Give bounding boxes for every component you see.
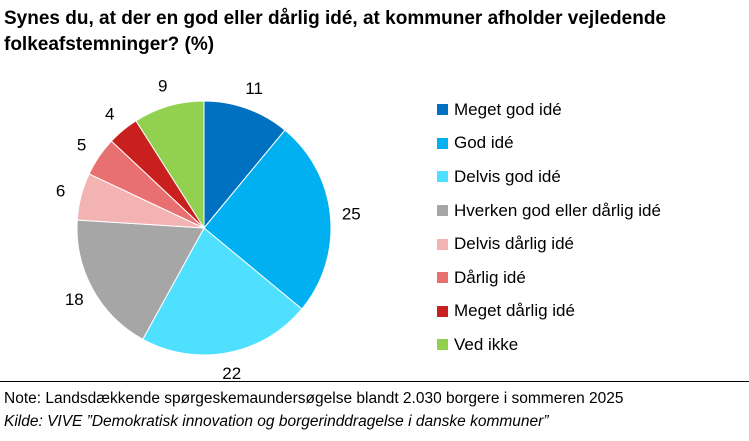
legend-swatch [437,272,448,284]
data-label: 5 [77,135,86,154]
pie-slice [76,219,205,340]
legend-label: Dårlig idé [454,267,526,287]
chart-legend: Meget god idé God idé Delvis god idé Hverke… [437,93,661,362]
pie-slice [142,227,303,356]
legend-entry: Delvis god idé [437,160,661,194]
data-label: 9 [158,76,167,95]
legend-entry: Meget god idé [437,93,661,127]
pie-slice [203,129,332,310]
legend-swatch [437,137,448,149]
source-citation: Kilde: VIVE ”Demokratisk innovation og b… [4,413,549,430]
legend-entry: Meget dårlig idé [437,295,661,329]
legend-swatch [437,238,448,250]
legend-label: Delvis god idé [454,166,561,186]
legend-label: God idé [454,133,514,153]
legend-swatch [437,171,448,183]
footer-divider [0,381,749,382]
legend-swatch [437,305,448,317]
legend-label: Meget god idé [454,99,562,119]
data-label: 25 [342,205,361,224]
data-label: 4 [105,105,114,124]
legend-entry: Hverken god eller dårlig idé [437,194,661,228]
legend-swatch [437,205,448,217]
legend-label: Ved ikke [454,334,519,354]
pie-slice [203,100,286,230]
legend-swatch [437,104,448,116]
legend-label: Meget dårlig idé [454,301,575,321]
legend-swatch [437,339,448,351]
data-label: 22 [222,364,241,380]
legend-label: Hverken god eller dårlig idé [454,200,661,220]
pie-chart: 11 25 22 18 6 54 9 [56,76,361,380]
legend-entry: Delvis dårlig idé [437,227,661,261]
legend-entry: God idé [437,127,661,161]
legend-entry: Ved ikke [437,328,661,362]
data-label: 6 [56,182,65,201]
footnote: Note: Landsdækkende spørgeskemaundersøge… [4,390,624,407]
legend-entry: Dårlig idé [437,261,661,295]
chart-title: Synes du, at der en god eller dårlig idé… [4,8,667,55]
legend-label: Delvis dårlig idé [454,234,574,254]
data-label: 18 [65,290,84,309]
data-label: 11 [245,79,263,98]
pie-slice [135,100,205,230]
